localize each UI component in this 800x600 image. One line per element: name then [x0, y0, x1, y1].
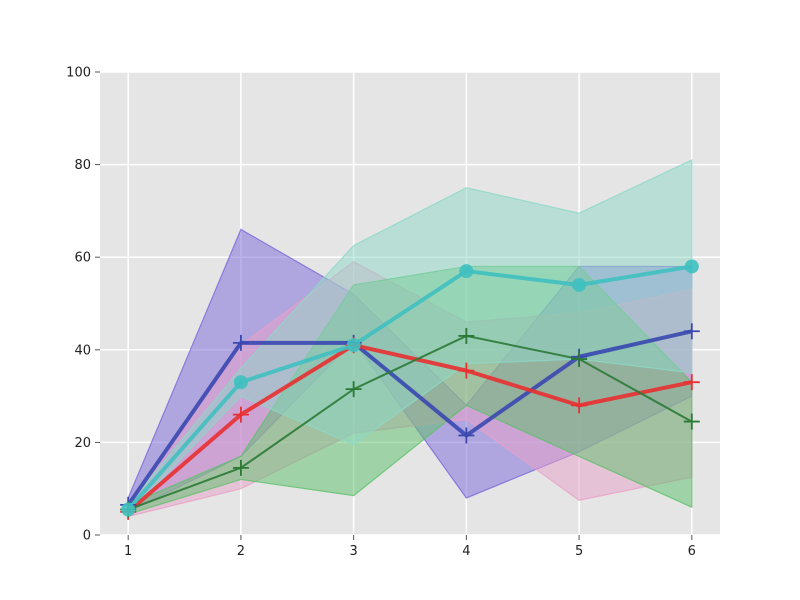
- y-tick-label: 100: [66, 66, 91, 81]
- line-series-4: [126, 264, 693, 511]
- point-series-3: [345, 381, 362, 398]
- point-series-1: [232, 334, 249, 351]
- series-lines: [126, 264, 693, 514]
- line-series-3: [127, 334, 693, 511]
- x-tick-label: 3: [349, 544, 357, 559]
- point-series-3: [683, 413, 700, 430]
- x-tick-label: 5: [575, 544, 583, 559]
- point-series-4: [684, 259, 699, 274]
- point-series-4: [346, 338, 361, 353]
- point-series-4: [233, 375, 248, 390]
- y-tick-label: 20: [74, 436, 91, 451]
- y-tick-label: 60: [74, 251, 91, 266]
- x-tick-label: 4: [462, 544, 470, 559]
- y-tick-label: 80: [74, 158, 91, 173]
- line-series-2: [126, 343, 693, 514]
- band-series-4: [127, 159, 693, 516]
- x-tick-label: 2: [237, 544, 245, 559]
- confidence-bands: [127, 159, 693, 518]
- point-series-3: [232, 459, 249, 476]
- line-series-1: [126, 329, 693, 507]
- y-tick-label: 0: [83, 529, 91, 544]
- point-series-4: [121, 502, 136, 517]
- y-tick-label: 40: [74, 343, 91, 358]
- point-series-1: [458, 427, 475, 444]
- point-series-2: [458, 362, 475, 379]
- point-series-2: [683, 374, 700, 391]
- point-series-4: [572, 277, 587, 292]
- point-series-1: [683, 323, 700, 340]
- point-series-3: [458, 327, 475, 344]
- point-series-2: [232, 406, 249, 423]
- series-markers: [120, 259, 700, 520]
- x-tick-label: 1: [124, 544, 132, 559]
- point-series-3: [571, 351, 588, 368]
- point-series-4: [459, 264, 474, 279]
- x-tick-label: 6: [688, 544, 696, 559]
- point-series-2: [571, 397, 588, 414]
